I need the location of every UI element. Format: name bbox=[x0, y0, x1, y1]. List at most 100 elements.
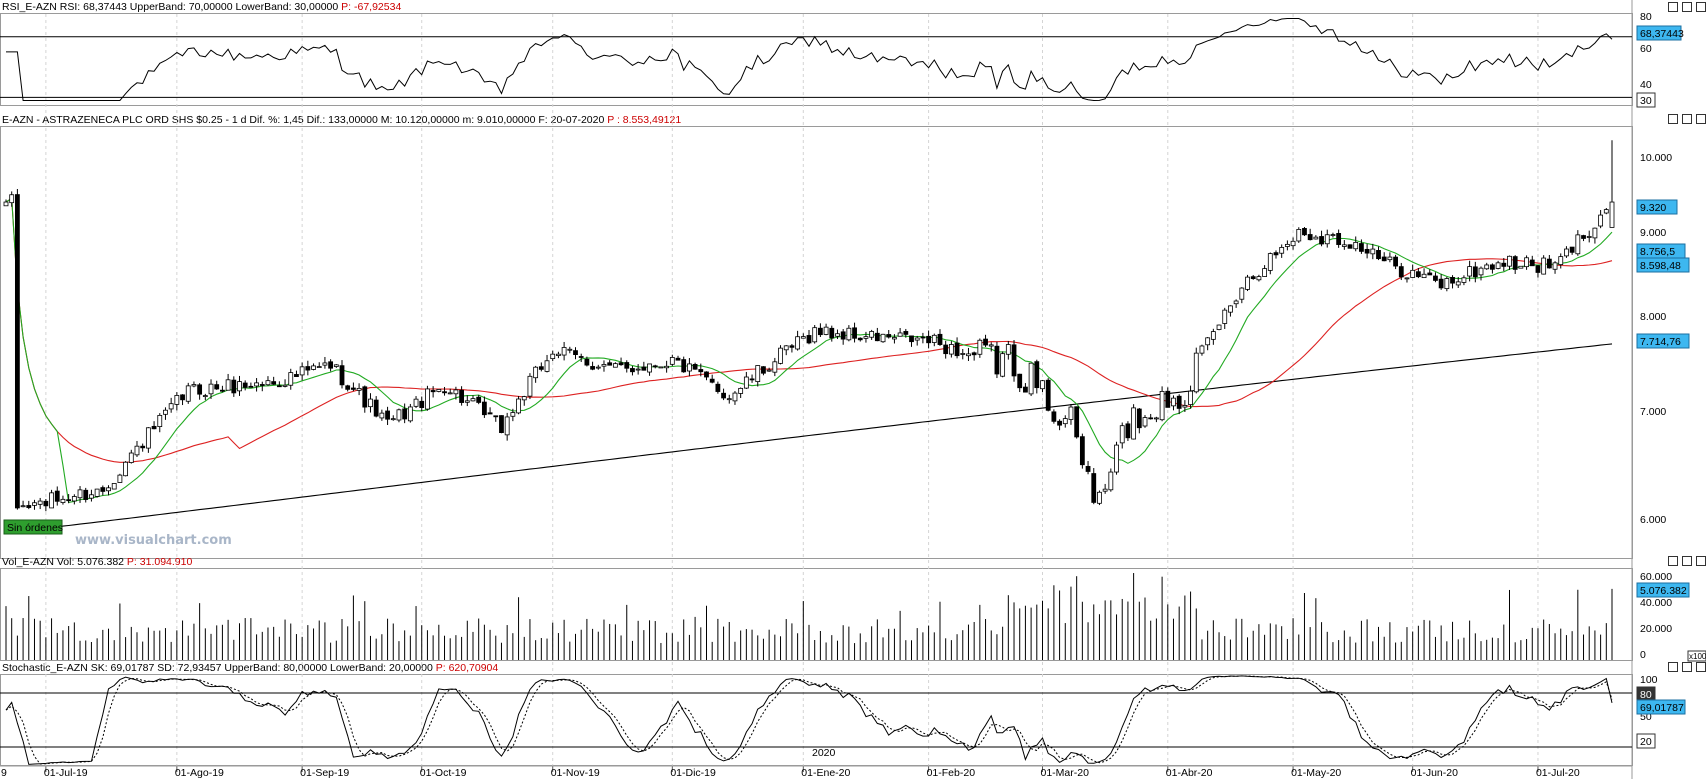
maximize-icon[interactable] bbox=[1682, 662, 1692, 672]
candle-body bbox=[1290, 240, 1296, 247]
orders-status: Sin órdenes bbox=[3, 519, 63, 535]
candle-body bbox=[1376, 250, 1381, 260]
candle-body bbox=[1000, 353, 1006, 377]
minimize-icon[interactable] bbox=[1668, 556, 1678, 566]
close-icon[interactable] bbox=[1696, 556, 1706, 566]
candle-body bbox=[288, 372, 294, 386]
candle bbox=[43, 498, 49, 512]
candle-body bbox=[168, 403, 174, 410]
candle bbox=[1324, 229, 1330, 248]
close-icon[interactable] bbox=[1696, 662, 1706, 672]
badge-text: 8.756,5 bbox=[1640, 246, 1675, 258]
candle-body bbox=[1529, 259, 1535, 267]
candle bbox=[294, 370, 299, 377]
maximize-icon[interactable] bbox=[1682, 114, 1692, 124]
candle-body bbox=[544, 360, 550, 372]
candle-body bbox=[470, 398, 476, 402]
badge-text: 5.076.382 bbox=[1640, 585, 1687, 597]
candle bbox=[687, 358, 692, 377]
candle-body bbox=[487, 412, 493, 415]
candle-body bbox=[533, 366, 539, 379]
candle bbox=[732, 391, 738, 405]
candle-body bbox=[333, 364, 339, 367]
minimize-icon[interactable] bbox=[1668, 2, 1678, 12]
candle-body bbox=[402, 408, 408, 420]
candle-body bbox=[54, 490, 60, 502]
candle bbox=[783, 345, 789, 356]
candle bbox=[709, 374, 715, 384]
candle-body bbox=[550, 353, 556, 360]
candle bbox=[1199, 344, 1205, 356]
candle-body bbox=[1444, 278, 1450, 290]
candle bbox=[516, 396, 521, 415]
x-axis-label: 01-Mar-20 bbox=[1040, 767, 1089, 779]
candle bbox=[1353, 236, 1359, 252]
candle bbox=[208, 379, 214, 399]
candle bbox=[675, 355, 681, 361]
candle-body bbox=[1222, 309, 1228, 324]
candle bbox=[749, 374, 755, 383]
candle bbox=[248, 382, 254, 388]
candle-body bbox=[66, 499, 72, 502]
candle bbox=[1228, 305, 1233, 317]
candle-body bbox=[766, 369, 772, 372]
price-controls bbox=[1668, 114, 1706, 124]
minimize-icon[interactable] bbox=[1668, 662, 1678, 672]
candle bbox=[9, 191, 15, 207]
badge-bg bbox=[1636, 199, 1678, 215]
x-axis-label: 9 bbox=[1, 767, 7, 779]
candle bbox=[71, 494, 77, 505]
price-tick: 8.000 bbox=[1640, 311, 1666, 323]
candle-body bbox=[1262, 268, 1268, 277]
candle-body bbox=[1028, 362, 1034, 395]
candle-body bbox=[1415, 271, 1421, 278]
candle-body bbox=[926, 335, 931, 344]
maximize-icon[interactable] bbox=[1682, 2, 1692, 12]
close-icon[interactable] bbox=[1696, 114, 1706, 124]
orders-bg bbox=[3, 519, 63, 535]
candle bbox=[1051, 409, 1057, 424]
candle bbox=[983, 334, 988, 347]
candle bbox=[356, 383, 362, 396]
candle-body bbox=[1296, 229, 1302, 242]
rsi-tick: 60 bbox=[1640, 43, 1652, 55]
x-axis-label: 01-Ago-19 bbox=[175, 767, 224, 779]
candle bbox=[527, 373, 533, 400]
candle-body bbox=[464, 400, 470, 403]
candle-body bbox=[914, 337, 920, 341]
close-icon[interactable] bbox=[1696, 2, 1706, 12]
minimize-icon[interactable] bbox=[1668, 114, 1678, 124]
candle-body bbox=[1472, 266, 1478, 278]
candle-body bbox=[1023, 386, 1028, 393]
candle-body bbox=[1455, 281, 1461, 286]
stochastic-plot bbox=[0, 675, 1632, 765]
candle bbox=[1165, 387, 1171, 408]
candle-body bbox=[1159, 391, 1165, 421]
candle bbox=[1176, 394, 1182, 415]
candle-body bbox=[60, 498, 66, 503]
candle bbox=[510, 408, 516, 422]
candle-body bbox=[510, 412, 516, 417]
candle bbox=[840, 329, 846, 345]
candle bbox=[1433, 272, 1438, 283]
candle-body bbox=[225, 379, 231, 391]
candle bbox=[704, 371, 709, 381]
candle bbox=[1131, 404, 1137, 440]
candle-body bbox=[1341, 244, 1347, 247]
candle bbox=[1569, 246, 1575, 255]
candle-body bbox=[664, 365, 670, 369]
candle-body bbox=[1040, 380, 1045, 390]
candle bbox=[886, 329, 892, 339]
candle bbox=[305, 360, 311, 376]
volume-axis: 60.000 40.000 20.000 0 bbox=[1640, 571, 1672, 661]
candle bbox=[1393, 254, 1398, 270]
candle bbox=[311, 363, 316, 371]
candle-body bbox=[840, 331, 846, 340]
candle bbox=[658, 366, 664, 369]
candle-body bbox=[134, 445, 140, 456]
candle-body bbox=[641, 366, 647, 371]
candle-body bbox=[1005, 344, 1011, 355]
maximize-icon[interactable] bbox=[1682, 556, 1692, 566]
candle-body bbox=[1313, 236, 1319, 240]
candle bbox=[692, 362, 698, 370]
